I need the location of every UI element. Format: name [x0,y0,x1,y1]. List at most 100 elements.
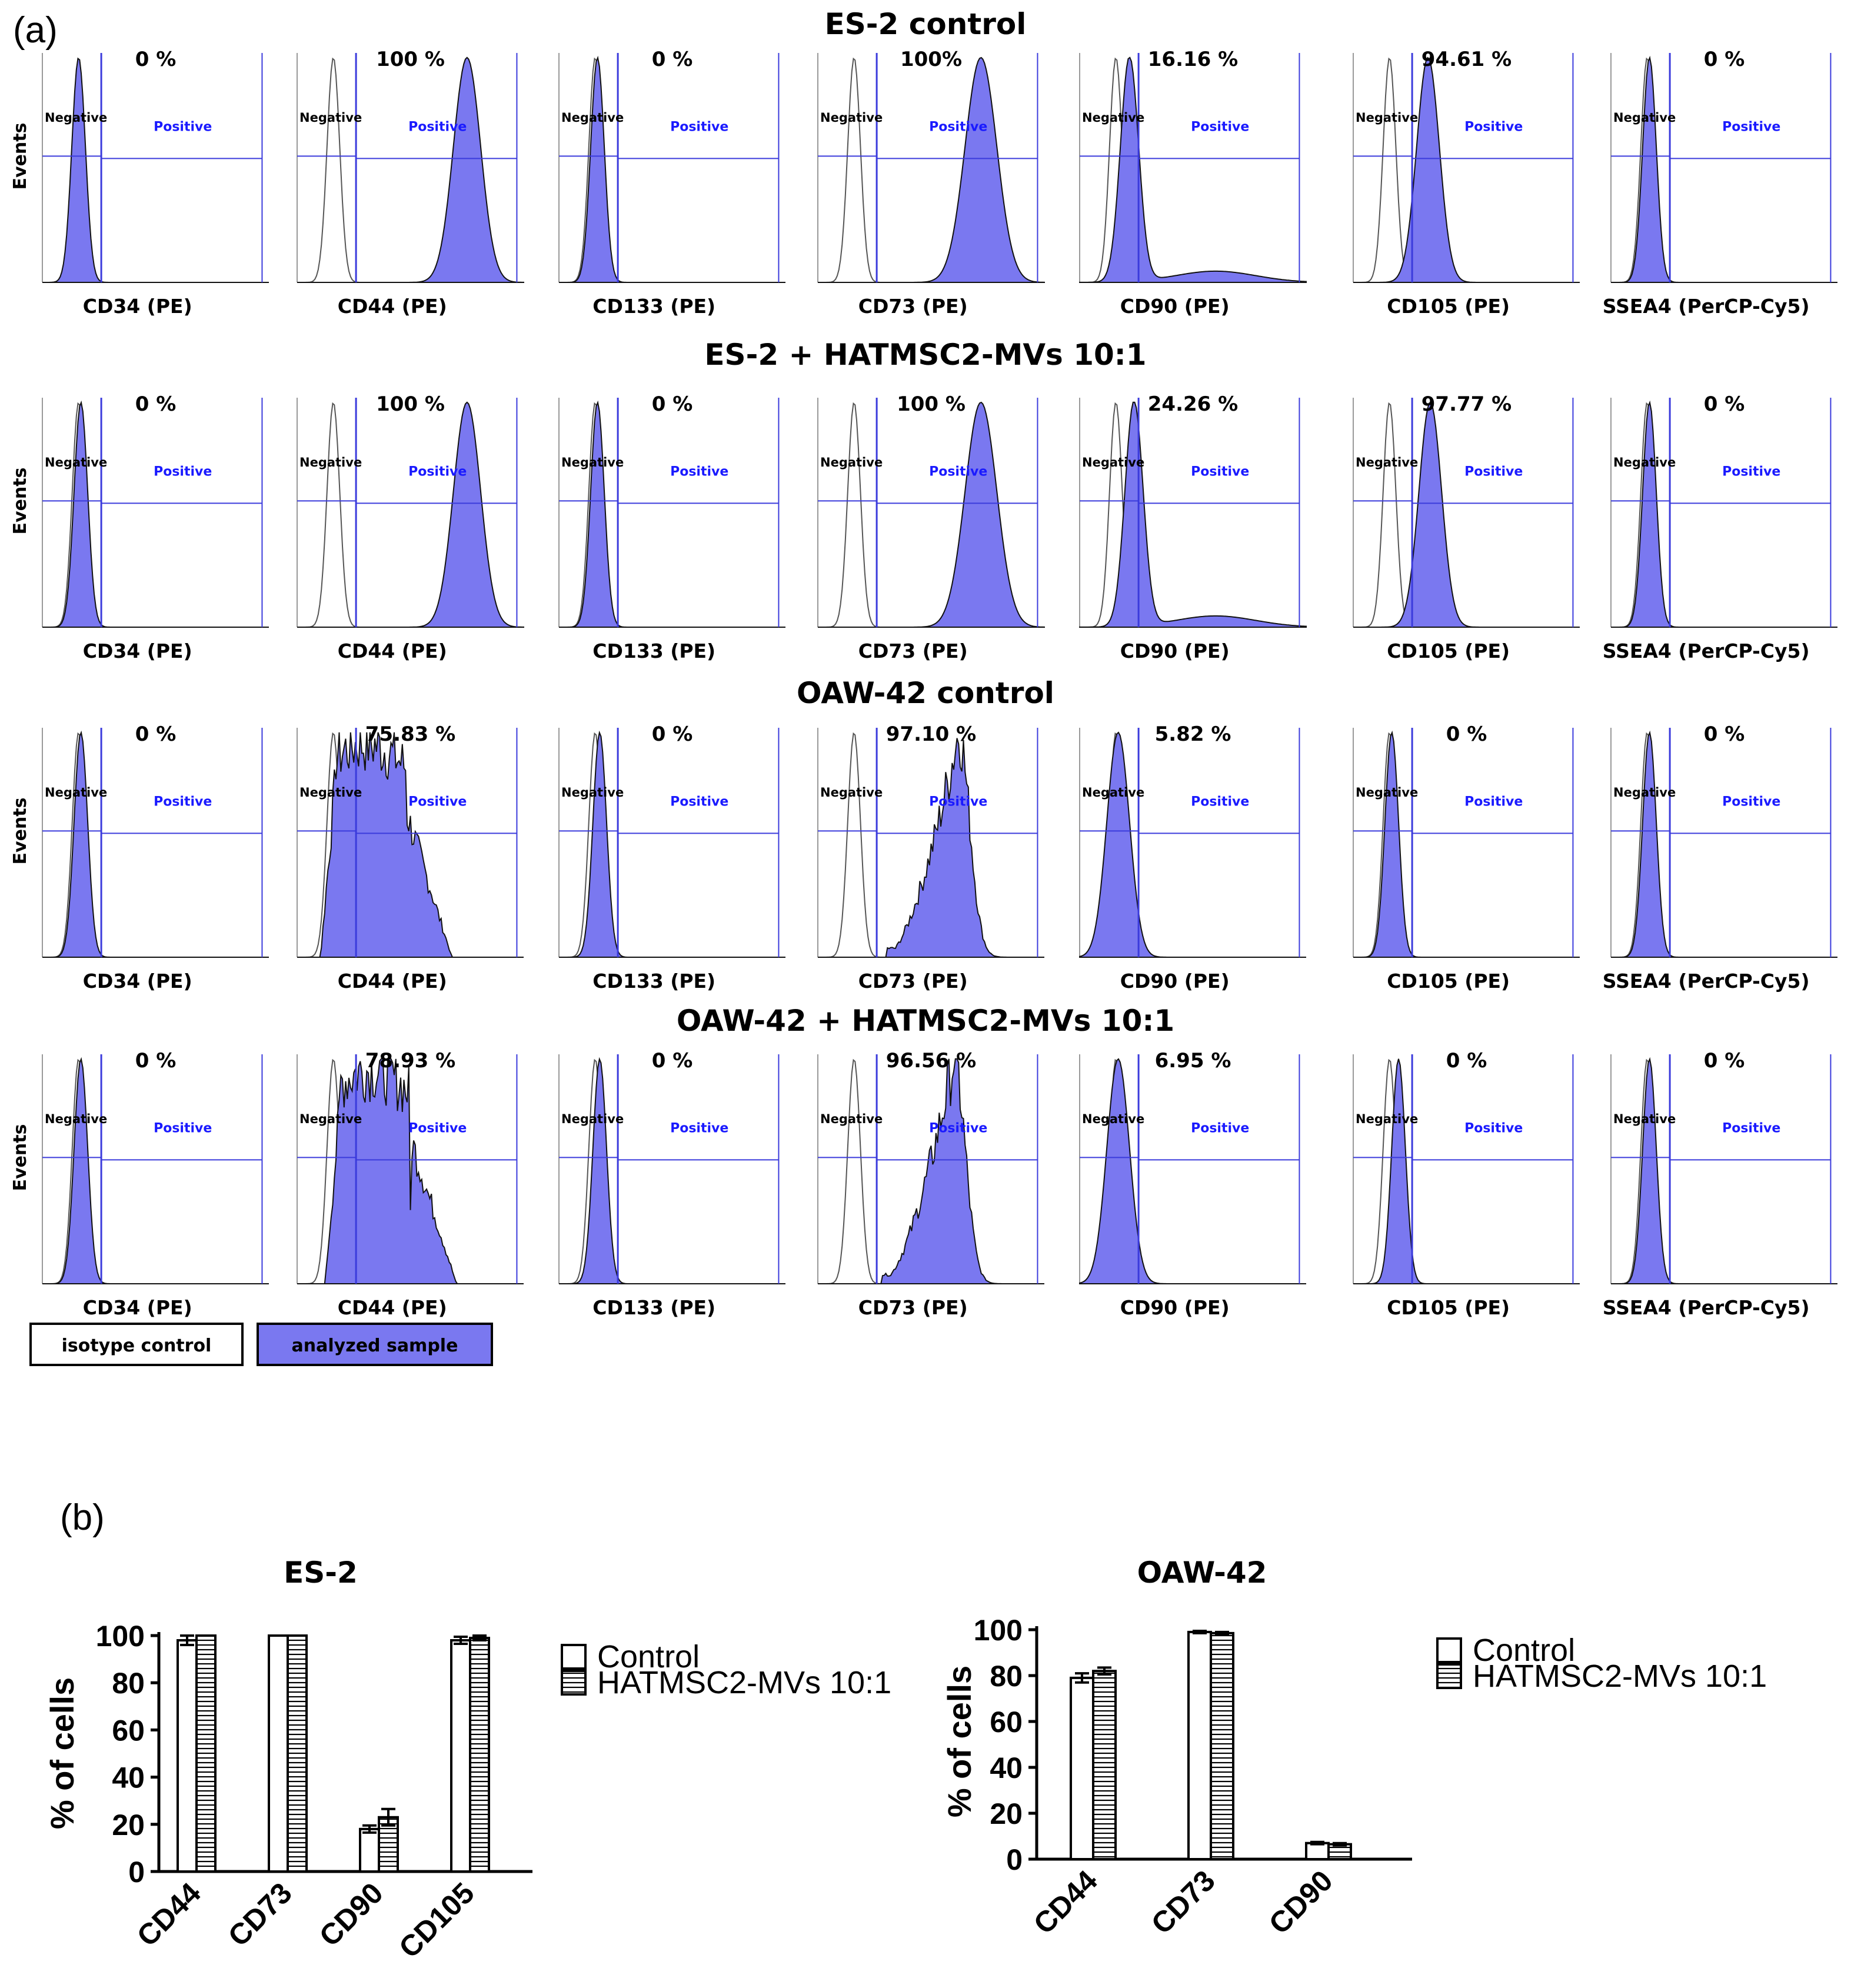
legend-isotype-label: isotype control [62,1336,212,1356]
category-label: CD90 [1263,1864,1339,1940]
histogram-cell: Negative Positive 0 % CD105 (PE) [1353,1049,1580,1319]
row-title: ES-2 + HATMSC2-MVs 10:1 [704,338,1146,372]
events-axis-label: Events [10,798,31,865]
sample-histogram [1353,1058,1580,1284]
y-tick-label: 0 [128,1856,145,1889]
histogram-row: OAW-42 control Negative Positive 0 % CD34 (P… [10,676,1837,993]
histogram-cell: Negative Positive 0 % CD133 (PE) [558,722,785,993]
gate-negative-label: Negative [45,455,107,469]
positive-percentage: 0 % [135,1049,177,1073]
panel-b-label: (b) [60,1497,105,1538]
gate-positive-label: Positive [1191,465,1249,479]
gate-positive-label: Positive [1464,1121,1523,1136]
error-bar [381,1807,395,1827]
gate-negative-label: Negative [45,111,107,125]
sample-histogram [818,738,1044,958]
gate-negative-label: Negative [1082,1112,1144,1126]
positive-percentage: 0 % [1446,722,1487,746]
histogram-cell: Negative Positive 0 % CD34 (PE) Events [10,48,269,318]
histogram-cell: Negative Positive 0 % CD34 (PE) Events [10,722,269,993]
histogram-cell: Negative Positive 75.83 % CD44 (PE) [297,722,524,993]
error-bar [1193,1629,1207,1634]
chart-title: ES-2 [284,1556,358,1590]
gate-positive-label: Positive [154,795,212,810]
y-tick-label: 80 [112,1667,145,1700]
histogram-cell: Negative Positive 0 % SSEA4 (PerCP-Cy5) [1603,48,1837,318]
bar-hatmsc2-mvs [469,1637,490,1873]
gate-positive-label: Positive [154,120,212,135]
category-label: CD44 [1027,1864,1104,1940]
legend-swatch [561,1670,587,1696]
positive-percentage: 5.82 % [1155,722,1231,746]
marker-label: CD34 (PE) [83,970,192,993]
isotype-histogram [1353,402,1580,628]
gate-positive-label: Positive [929,120,987,135]
panel-a-legend: isotype control analyzed sample [29,1323,493,1366]
sample-histogram [42,730,269,958]
legend-swatch [561,1644,587,1670]
bar-hatmsc2-mvs [287,1634,308,1873]
bar-control [1305,1842,1330,1860]
error-bar [1333,1842,1347,1847]
gate-negative-label: Negative [561,1112,624,1126]
sample-histogram [1353,402,1580,628]
events-axis-label: Events [10,468,31,535]
positive-percentage: 0 % [135,48,177,71]
legend-sample-swatch [257,1323,493,1366]
gate-positive-label: Positive [1722,795,1780,810]
panel-a-histograms: ES-2 control Negative Positive 0 % CD34 (PE)… [10,7,1837,1319]
marker-label: CD133 (PE) [592,640,715,662]
positive-percentage: 100 % [897,392,966,416]
legend-swatch [1436,1663,1462,1689]
positive-percentage: 0 % [652,1049,693,1073]
marker-label: CD34 (PE) [83,640,192,662]
positive-percentage: 0 % [135,392,177,416]
histogram-cell: Negative Positive 0 % SSEA4 (PerCP-Cy5) [1603,722,1837,993]
gate-negative-label: Negative [299,785,362,800]
bar-hatmsc2-mvs [1327,1843,1352,1860]
histogram-cell: Negative Positive 97.77 % CD105 (PE) [1353,392,1580,662]
positive-percentage: 16.16 % [1148,48,1238,71]
y-tick-label: 60 [112,1714,145,1747]
gate-negative-label: Negative [45,1112,107,1126]
error-bar [180,1634,194,1647]
histogram-cell: Negative Positive 0 % CD34 (PE) Events [10,1049,269,1319]
sample-histogram [1611,1057,1837,1284]
positive-percentage: 97.10 % [886,722,976,746]
histogram-cell: Negative Positive 24.26 % CD90 (PE) [1079,392,1307,662]
positive-percentage: 96.56 % [886,1049,976,1073]
gate-negative-label: Negative [1356,111,1418,125]
gate-positive-label: Positive [154,1121,212,1136]
histogram-cell: Negative Positive 5.82 % CD90 (PE) [1079,722,1306,993]
marker-label: CD90 (PE) [1120,640,1230,662]
positive-percentage: 94.61 % [1421,48,1512,71]
histogram-cell: Negative Positive 97.10 % CD73 (PE) [817,722,1044,993]
gate-positive-label: Positive [408,120,467,135]
positive-percentage: 0 % [652,48,693,71]
gate-negative-label: Negative [820,111,883,125]
gate-positive-label: Positive [670,120,728,135]
histogram-cell: Negative Positive 0 % CD133 (PE) [558,1049,785,1319]
positive-percentage: 0 % [1704,722,1745,746]
positive-percentage: 0 % [652,392,693,416]
y-axis-label: % of cells [44,1677,81,1829]
error-bar [1097,1666,1111,1676]
legend-isotype-swatch [29,1323,244,1366]
gate-negative-label: Negative [299,1112,362,1126]
events-axis-label: Events [10,1124,31,1191]
positive-percentage: 100% [900,48,962,71]
legend-label: Control [597,1639,700,1674]
gate-negative-label: Negative [820,1112,883,1126]
marker-label: CD90 (PE) [1120,970,1230,993]
gate-negative-label: Negative [820,455,883,469]
bar-control [1070,1676,1094,1860]
marker-label: CD44 (PE) [338,295,447,318]
bar-hatmsc2-mvs [195,1634,217,1873]
positive-percentage: 0 % [135,722,177,746]
gate-positive-label: Positive [670,795,728,810]
gate-negative-label: Negative [1082,111,1144,125]
error-bar [362,1824,377,1834]
sample-histogram [559,730,785,958]
y-tick-label: 100 [96,1620,145,1653]
